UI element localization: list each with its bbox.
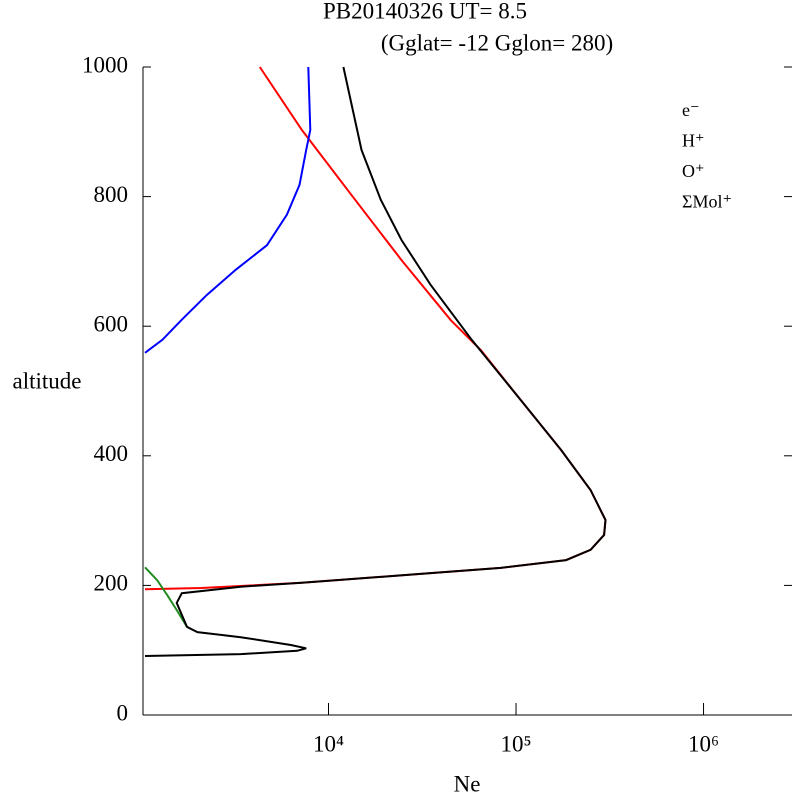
legend-label: ΣMol⁺ bbox=[682, 192, 732, 212]
legend-label: O⁺ bbox=[682, 161, 705, 181]
x-tick-label: 10⁵ bbox=[501, 731, 532, 756]
chart-subtitle: (Gglat= -12 Gglon= 280) bbox=[381, 30, 613, 55]
y-tick-label: 200 bbox=[94, 571, 129, 596]
x-axis-label: Ne bbox=[454, 771, 481, 796]
chart-title: PB20140326 UT= 8.5 bbox=[323, 0, 527, 23]
series-line bbox=[144, 566, 188, 628]
legend-label: H⁺ bbox=[682, 131, 705, 151]
y-tick-label: 1000 bbox=[82, 52, 128, 77]
y-tick-label: 400 bbox=[94, 441, 129, 466]
x-tick-label: 10⁶ bbox=[688, 731, 719, 756]
series-line bbox=[144, 66, 607, 591]
legend-label: e⁻ bbox=[682, 100, 700, 120]
y-tick-label: 600 bbox=[94, 311, 129, 336]
y-tick-label: 0 bbox=[117, 700, 129, 725]
series-line bbox=[144, 66, 312, 354]
y-axis-label: altitude bbox=[13, 368, 82, 393]
y-tick-label: 800 bbox=[94, 182, 129, 207]
series-line bbox=[144, 66, 607, 657]
x-tick-label: 10⁴ bbox=[313, 731, 344, 756]
